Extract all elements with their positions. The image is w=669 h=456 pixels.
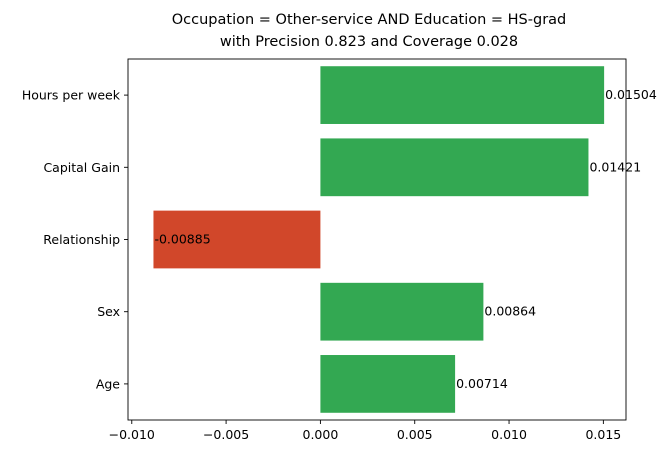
y-axis: Hours per week Capital Gain Relationship Se… [22,88,128,391]
plot-frame [127,58,627,421]
chart-title: Occupation = Other-service AND Education… [172,12,567,28]
bar-capital-gain [320,138,589,197]
chart-subtitle: with Precision 0.823 and Coverage 0.028 [220,34,518,50]
x-tick-label: 0.015 [585,427,621,442]
bars-layer [153,66,605,413]
data-label-hours-per-week: 0.01504 [605,87,657,102]
y-tick-label-hours-per-week: Hours per week [22,88,121,103]
x-tick-label: −0.005 [203,427,249,442]
y-tick-label-relationship: Relationship [43,232,120,247]
y-tick-label-sex: Sex [97,304,120,319]
bar-hours-per-week [320,66,605,124]
data-label-capital-gain: 0.01421 [589,159,641,174]
y-tick-label-capital-gain: Capital Gain [43,160,120,175]
x-tick-label: 0.010 [491,427,527,442]
x-tick-label: 0.000 [303,427,339,442]
bar-relationship [153,210,321,269]
data-label-age: 0.00714 [456,376,508,391]
y-tick-label-age: Age [96,376,120,391]
data-labels-layer: 0.01504 0.01421 -0.00885 0.00864 0.00714 [154,87,656,391]
bar-age [320,355,456,413]
x-tick-label: −0.010 [109,427,155,442]
data-label-relationship: -0.00885 [154,232,210,247]
bar-sex [320,282,484,341]
data-label-sex: 0.00864 [484,304,536,319]
x-axis: −0.010 −0.005 0.000 0.005 0.010 0.015 [109,420,621,442]
x-tick-label: 0.005 [397,427,433,442]
